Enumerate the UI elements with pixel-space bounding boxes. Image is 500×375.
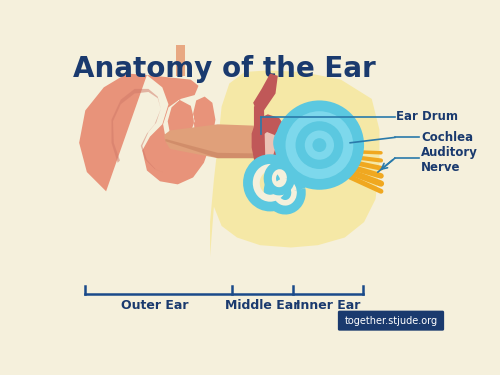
Polygon shape [254, 103, 266, 171]
Text: Ear Drum: Ear Drum [396, 110, 458, 123]
Polygon shape [164, 124, 280, 158]
Text: Auditory
Nerve: Auditory Nerve [421, 146, 478, 174]
Circle shape [296, 121, 344, 169]
Polygon shape [261, 149, 291, 166]
Circle shape [286, 111, 354, 179]
Text: Anatomy of the Ear: Anatomy of the Ear [73, 55, 376, 83]
Ellipse shape [320, 147, 335, 170]
Text: Inner Ear: Inner Ear [296, 299, 360, 312]
Polygon shape [79, 74, 216, 191]
Polygon shape [253, 74, 278, 111]
Text: Outer Ear: Outer Ear [121, 299, 188, 312]
Polygon shape [252, 114, 287, 168]
Polygon shape [258, 132, 276, 158]
Polygon shape [112, 89, 162, 172]
Circle shape [274, 100, 364, 190]
Polygon shape [176, 45, 186, 76]
Text: Middle Ear: Middle Ear [225, 299, 300, 312]
Polygon shape [166, 139, 278, 158]
Ellipse shape [273, 125, 307, 160]
Circle shape [312, 138, 326, 152]
Polygon shape [210, 70, 380, 257]
FancyBboxPatch shape [338, 310, 444, 331]
Text: Cochlea: Cochlea [421, 131, 473, 144]
Circle shape [305, 130, 334, 160]
Text: together.stjude.org: together.stjude.org [344, 316, 438, 326]
